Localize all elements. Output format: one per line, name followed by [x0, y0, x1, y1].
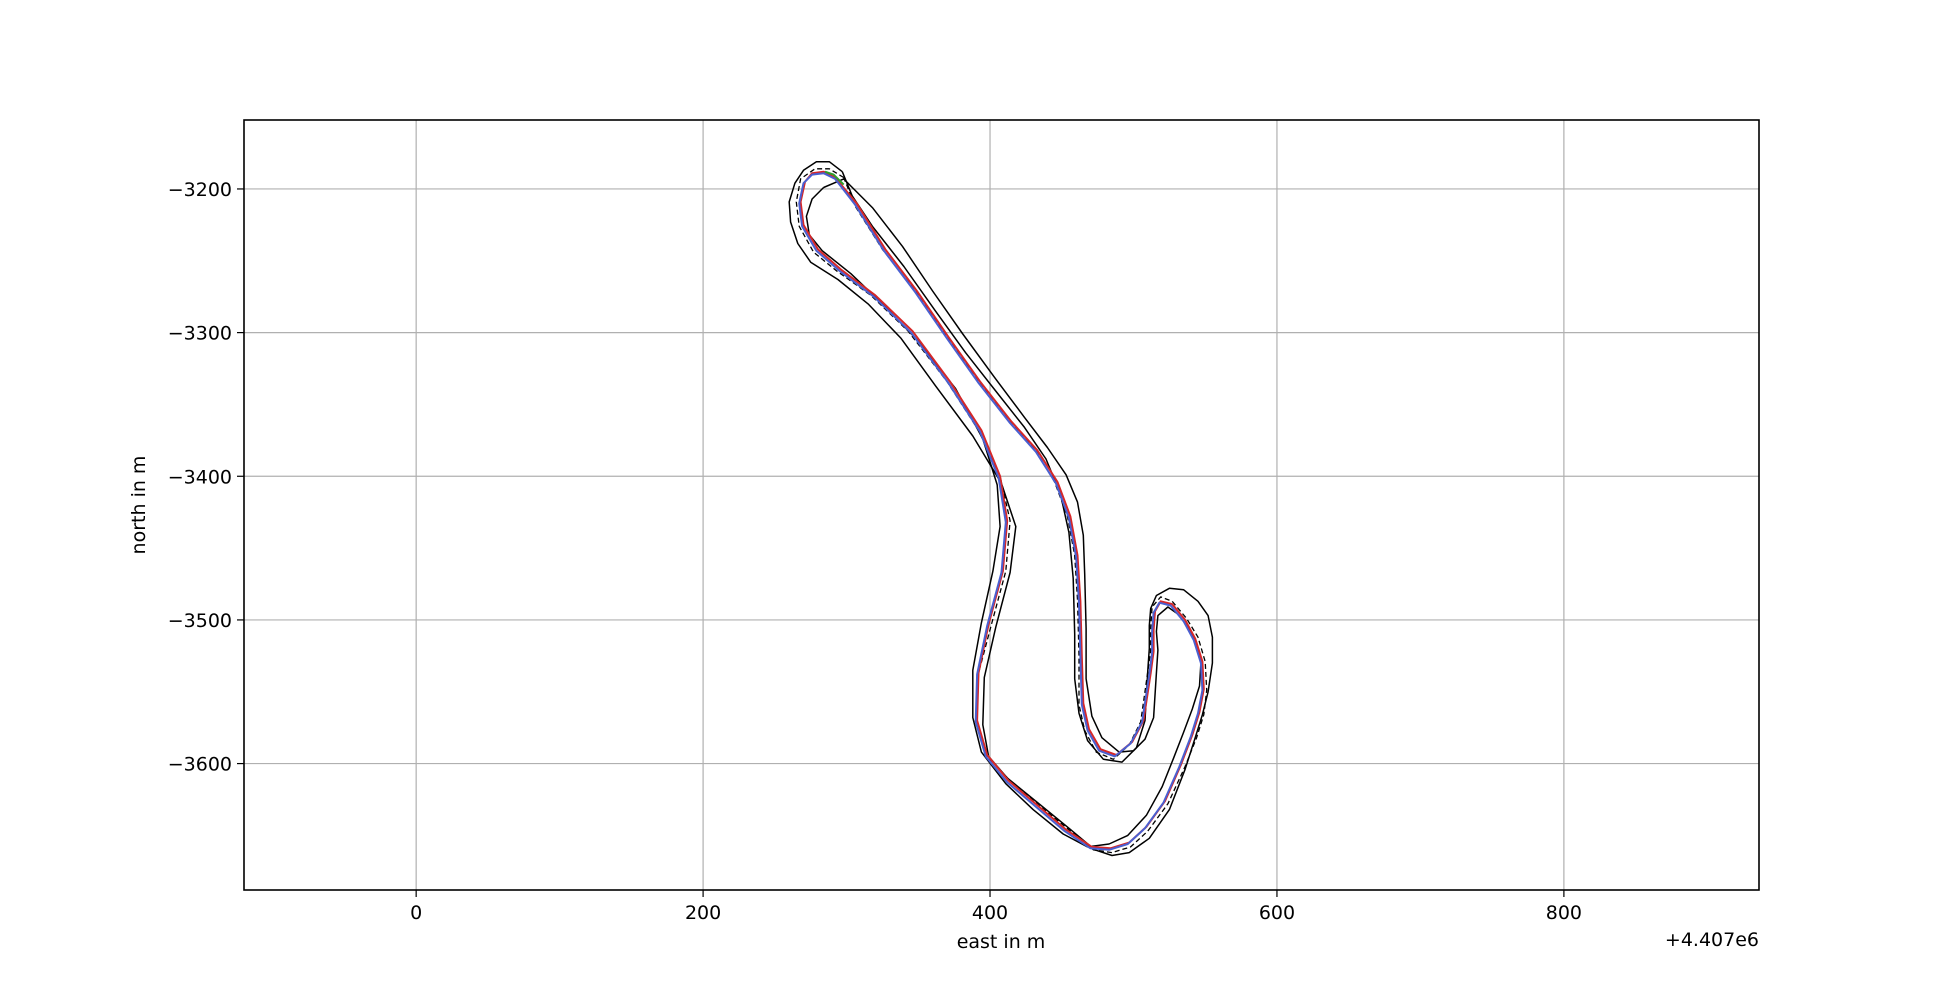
y-tick-label: −3500 — [168, 610, 232, 632]
series-line-3 — [799, 170, 1205, 850]
x-tick-label: 0 — [410, 902, 422, 924]
y-tick-label: −3300 — [168, 323, 232, 345]
y-tick-label: −3400 — [168, 466, 232, 488]
x-tick-label: 600 — [1259, 902, 1295, 924]
y-tick-label: −3600 — [168, 754, 232, 776]
data-series-group — [788, 160, 1214, 857]
x-axis-ticks: 0 200 400 600 800 — [410, 890, 1582, 924]
series-line-4 — [798, 172, 1204, 851]
x-axis-label: east in m — [957, 931, 1046, 953]
x-offset-label: +4.407e6 — [1665, 929, 1759, 951]
y-tick-label: −3200 — [168, 179, 232, 201]
y-axis-ticks: −3200 −3300 −3400 −3500 −3600 — [168, 179, 244, 776]
plot-frame — [243, 119, 1760, 891]
y-axis-label: north in m — [128, 456, 150, 555]
x-tick-label: 200 — [685, 902, 721, 924]
x-tick-label: 800 — [1546, 902, 1582, 924]
series-line-5 — [824, 170, 845, 186]
grid — [244, 120, 1759, 890]
x-tick-label: 400 — [972, 902, 1008, 924]
series-line-0 — [788, 160, 1214, 857]
